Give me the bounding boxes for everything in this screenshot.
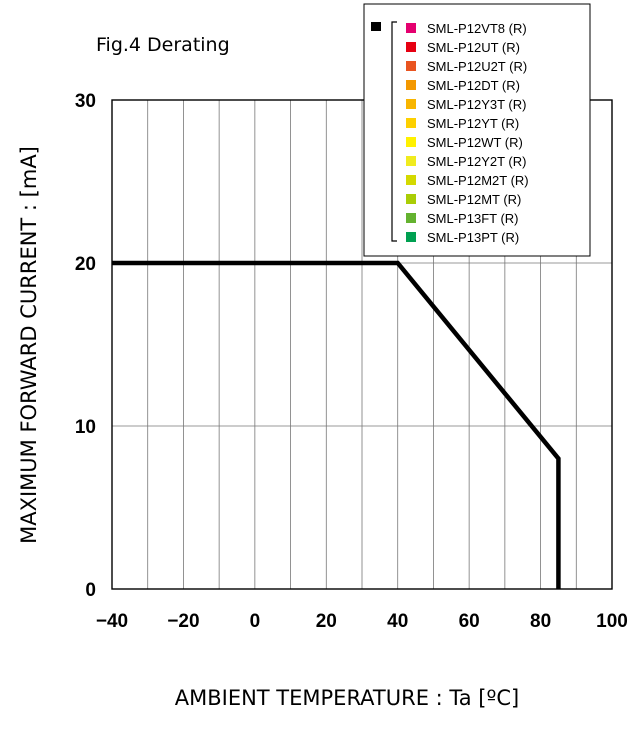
derating-curve bbox=[112, 260, 561, 589]
legend-color-swatch bbox=[406, 61, 416, 71]
legend-color-swatch bbox=[406, 232, 416, 242]
legend-entry-label: SML-P12WT (R) bbox=[427, 135, 523, 150]
legend-entry-label: SML-P12M2T (R) bbox=[427, 173, 529, 188]
y-tick-label: 20 bbox=[75, 254, 96, 275]
x-tick-label: 60 bbox=[459, 611, 480, 632]
legend-color-swatch bbox=[406, 156, 416, 166]
legend-color-swatch bbox=[406, 213, 416, 223]
x-tick-label: −40 bbox=[96, 611, 128, 632]
legend-color-swatch bbox=[406, 99, 416, 109]
legend-color-swatch bbox=[406, 194, 416, 204]
legend-color-swatch bbox=[406, 42, 416, 52]
x-tick-label: −20 bbox=[167, 611, 199, 632]
legend-entry-label: SML-P12YT (R) bbox=[427, 116, 519, 131]
legend-bracket bbox=[391, 21, 397, 242]
legend-entry-label: SML-P12DT (R) bbox=[427, 78, 520, 93]
legend-color-swatch bbox=[406, 23, 416, 33]
legend-entry-label: SML-P12UT (R) bbox=[427, 40, 520, 55]
x-axis-title: AMBIENT TEMPERATURE : Ta [ºC] bbox=[175, 686, 520, 710]
legend: SML-P12VT8 (R) SML-P12UT (R) SML-P12U2T (R… bbox=[363, 3, 591, 257]
x-tick-label: 0 bbox=[250, 611, 261, 632]
plot-frame bbox=[111, 99, 613, 590]
legend-entry-label: SML-P13PT (R) bbox=[427, 230, 519, 245]
legend-entry-label: SML-P13FT (R) bbox=[427, 211, 519, 226]
y-tick-labels: 0 10 20 30 bbox=[75, 91, 96, 601]
legend-color-swatch bbox=[406, 118, 416, 128]
legend-color-swatch bbox=[406, 175, 416, 185]
legend-entry-label: SML-P12VT8 (R) bbox=[427, 21, 527, 36]
legend-color-swatch bbox=[406, 80, 416, 90]
x-tick-label: 40 bbox=[387, 611, 408, 632]
legend-entry-label: SML-P12MT (R) bbox=[427, 192, 521, 207]
x-tick-label: 100 bbox=[596, 611, 628, 632]
y-axis-title: MAXIMUM FORWARD CURRENT : [mA] bbox=[17, 146, 41, 544]
legend-entry-label: SML-P12U2T (R) bbox=[427, 59, 527, 74]
legend-entry-label: SML-P12Y3T (R) bbox=[427, 97, 526, 112]
legend-entry-label: SML-P12Y2T (R) bbox=[427, 154, 526, 169]
series-layer bbox=[112, 260, 561, 589]
y-tick-label: 10 bbox=[75, 417, 96, 438]
legend-color-swatch bbox=[406, 137, 416, 147]
y-tick-label: 30 bbox=[75, 91, 96, 112]
x-tick-labels: −40 −20 0 20 40 60 80 100 bbox=[96, 611, 628, 632]
y-tick-label: 0 bbox=[85, 580, 96, 601]
legend-box bbox=[363, 3, 591, 257]
x-tick-label: 20 bbox=[316, 611, 337, 632]
x-tick-label: 80 bbox=[530, 611, 551, 632]
chart-title: Fig.4 Derating bbox=[96, 34, 230, 56]
legend-series-swatch bbox=[371, 22, 381, 31]
